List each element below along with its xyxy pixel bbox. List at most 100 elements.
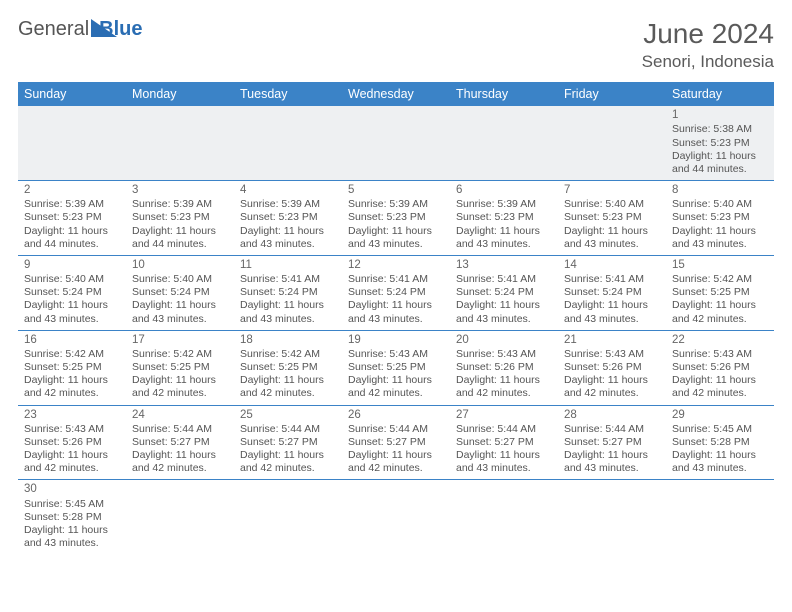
daylight-text: and 44 minutes. xyxy=(24,238,120,251)
day-number: 14 xyxy=(564,258,660,272)
calendar-week: 30Sunrise: 5:45 AMSunset: 5:28 PMDayligh… xyxy=(18,480,774,554)
daylight-text: and 42 minutes. xyxy=(132,462,228,475)
daylight-text: Daylight: 11 hours xyxy=(456,225,552,238)
daylight-text: Daylight: 11 hours xyxy=(24,449,120,462)
daylight-text: and 42 minutes. xyxy=(456,387,552,400)
sunset-text: Sunset: 5:27 PM xyxy=(240,436,336,449)
daylight-text: and 43 minutes. xyxy=(564,462,660,475)
daylight-text: Daylight: 11 hours xyxy=(240,374,336,387)
sunset-text: Sunset: 5:27 PM xyxy=(564,436,660,449)
daylight-text: and 42 minutes. xyxy=(24,387,120,400)
calendar-cell: 29Sunrise: 5:45 AMSunset: 5:28 PMDayligh… xyxy=(666,405,774,480)
day-number: 7 xyxy=(564,183,660,197)
calendar-cell: 2Sunrise: 5:39 AMSunset: 5:23 PMDaylight… xyxy=(18,180,126,255)
sunrise-text: Sunrise: 5:43 AM xyxy=(564,348,660,361)
calendar-cell: 3Sunrise: 5:39 AMSunset: 5:23 PMDaylight… xyxy=(126,180,234,255)
weekday-header: Wednesday xyxy=(342,82,450,106)
daylight-text: Daylight: 11 hours xyxy=(24,524,120,537)
daylight-text: and 42 minutes. xyxy=(240,462,336,475)
calendar-cell: 23Sunrise: 5:43 AMSunset: 5:26 PMDayligh… xyxy=(18,405,126,480)
day-number: 16 xyxy=(24,333,120,347)
daylight-text: Daylight: 11 hours xyxy=(132,449,228,462)
sunrise-text: Sunrise: 5:40 AM xyxy=(132,273,228,286)
weekday-header: Saturday xyxy=(666,82,774,106)
calendar-cell: 13Sunrise: 5:41 AMSunset: 5:24 PMDayligh… xyxy=(450,255,558,330)
calendar-cell: 24Sunrise: 5:44 AMSunset: 5:27 PMDayligh… xyxy=(126,405,234,480)
daylight-text: Daylight: 11 hours xyxy=(456,299,552,312)
calendar-cell: 4Sunrise: 5:39 AMSunset: 5:23 PMDaylight… xyxy=(234,180,342,255)
sunset-text: Sunset: 5:23 PM xyxy=(564,211,660,224)
sunset-text: Sunset: 5:24 PM xyxy=(240,286,336,299)
sunrise-text: Sunrise: 5:40 AM xyxy=(672,198,768,211)
daylight-text: and 42 minutes. xyxy=(672,313,768,326)
calendar-week: 16Sunrise: 5:42 AMSunset: 5:25 PMDayligh… xyxy=(18,330,774,405)
day-number: 27 xyxy=(456,408,552,422)
calendar-cell: 7Sunrise: 5:40 AMSunset: 5:23 PMDaylight… xyxy=(558,180,666,255)
daylight-text: Daylight: 11 hours xyxy=(456,374,552,387)
daylight-text: and 42 minutes. xyxy=(348,387,444,400)
calendar-cell: 16Sunrise: 5:42 AMSunset: 5:25 PMDayligh… xyxy=(18,330,126,405)
day-number: 26 xyxy=(348,408,444,422)
sail-icon xyxy=(91,19,117,37)
daylight-text: and 43 minutes. xyxy=(456,313,552,326)
sunrise-text: Sunrise: 5:39 AM xyxy=(456,198,552,211)
day-number: 9 xyxy=(24,258,120,272)
sunrise-text: Sunrise: 5:42 AM xyxy=(24,348,120,361)
sunrise-text: Sunrise: 5:43 AM xyxy=(456,348,552,361)
daylight-text: and 43 minutes. xyxy=(348,313,444,326)
calendar-cell xyxy=(558,480,666,554)
calendar-cell: 10Sunrise: 5:40 AMSunset: 5:24 PMDayligh… xyxy=(126,255,234,330)
daylight-text: and 43 minutes. xyxy=(564,313,660,326)
daylight-text: Daylight: 11 hours xyxy=(564,374,660,387)
sunrise-text: Sunrise: 5:39 AM xyxy=(132,198,228,211)
sunset-text: Sunset: 5:23 PM xyxy=(240,211,336,224)
calendar-cell: 8Sunrise: 5:40 AMSunset: 5:23 PMDaylight… xyxy=(666,180,774,255)
day-number: 15 xyxy=(672,258,768,272)
calendar-body: 1Sunrise: 5:38 AMSunset: 5:23 PMDaylight… xyxy=(18,106,774,554)
day-number: 1 xyxy=(672,108,768,122)
sunrise-text: Sunrise: 5:44 AM xyxy=(564,423,660,436)
sunset-text: Sunset: 5:25 PM xyxy=(240,361,336,374)
sunset-text: Sunset: 5:26 PM xyxy=(24,436,120,449)
weekday-header: Friday xyxy=(558,82,666,106)
daylight-text: Daylight: 11 hours xyxy=(24,299,120,312)
calendar-week: 23Sunrise: 5:43 AMSunset: 5:26 PMDayligh… xyxy=(18,405,774,480)
sunrise-text: Sunrise: 5:38 AM xyxy=(672,123,768,136)
day-number: 28 xyxy=(564,408,660,422)
daylight-text: and 42 minutes. xyxy=(24,462,120,475)
weekday-header: Tuesday xyxy=(234,82,342,106)
sunrise-text: Sunrise: 5:39 AM xyxy=(348,198,444,211)
calendar-cell: 26Sunrise: 5:44 AMSunset: 5:27 PMDayligh… xyxy=(342,405,450,480)
sunset-text: Sunset: 5:24 PM xyxy=(456,286,552,299)
daylight-text: and 42 minutes. xyxy=(240,387,336,400)
sunrise-text: Sunrise: 5:44 AM xyxy=(348,423,444,436)
day-number: 30 xyxy=(24,482,120,496)
sunrise-text: Sunrise: 5:43 AM xyxy=(24,423,120,436)
sunset-text: Sunset: 5:23 PM xyxy=(132,211,228,224)
weekday-row: SundayMondayTuesdayWednesdayThursdayFrid… xyxy=(18,82,774,106)
sunrise-text: Sunrise: 5:45 AM xyxy=(672,423,768,436)
sunset-text: Sunset: 5:27 PM xyxy=(456,436,552,449)
daylight-text: and 44 minutes. xyxy=(672,163,768,176)
daylight-text: Daylight: 11 hours xyxy=(132,374,228,387)
day-number: 10 xyxy=(132,258,228,272)
calendar-cell xyxy=(342,106,450,180)
calendar-week: 2Sunrise: 5:39 AMSunset: 5:23 PMDaylight… xyxy=(18,180,774,255)
sunrise-text: Sunrise: 5:40 AM xyxy=(24,273,120,286)
sunrise-text: Sunrise: 5:40 AM xyxy=(564,198,660,211)
daylight-text: Daylight: 11 hours xyxy=(348,225,444,238)
daylight-text: and 42 minutes. xyxy=(348,462,444,475)
daylight-text: Daylight: 11 hours xyxy=(240,449,336,462)
day-number: 5 xyxy=(348,183,444,197)
sunset-text: Sunset: 5:23 PM xyxy=(672,137,768,150)
calendar-cell xyxy=(342,480,450,554)
daylight-text: Daylight: 11 hours xyxy=(672,374,768,387)
sunrise-text: Sunrise: 5:41 AM xyxy=(348,273,444,286)
calendar-cell xyxy=(450,106,558,180)
daylight-text: Daylight: 11 hours xyxy=(348,299,444,312)
sunrise-text: Sunrise: 5:41 AM xyxy=(240,273,336,286)
sunset-text: Sunset: 5:25 PM xyxy=(24,361,120,374)
weekday-header: Sunday xyxy=(18,82,126,106)
daylight-text: and 43 minutes. xyxy=(348,238,444,251)
brand-general: General xyxy=(18,18,89,41)
